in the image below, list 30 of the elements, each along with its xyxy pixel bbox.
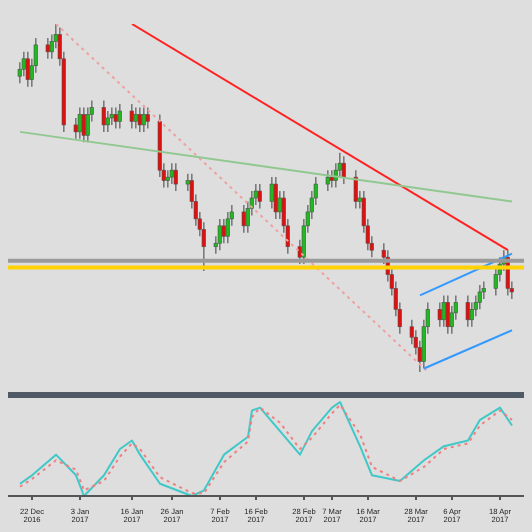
candlestick [129,103,134,130]
candlestick [469,301,474,328]
candlestick [257,183,262,210]
candlestick [133,106,138,130]
candlestick [117,103,122,130]
candlestick [145,106,150,130]
candlestick [77,106,82,140]
candlestick [325,169,330,192]
candlestick [173,162,178,192]
candlestick [341,155,346,185]
candlestick [225,211,230,245]
candlestick [81,106,86,144]
candlestick [165,169,170,189]
candlestick [169,162,174,185]
candlestick [445,294,450,335]
candlestick [217,218,222,251]
candlestick [465,294,470,328]
candlestick [141,106,146,133]
candlestick [437,301,442,328]
candlestick [353,169,358,210]
candlestick [45,37,50,60]
candlestick [137,106,142,133]
candlestick [441,294,446,328]
candlestick [85,106,90,144]
candlestick [273,176,278,220]
candlestick [221,218,226,245]
candlestick [477,284,482,311]
candlestick [25,51,30,88]
candlestick [101,99,106,133]
candlestick [241,204,246,234]
